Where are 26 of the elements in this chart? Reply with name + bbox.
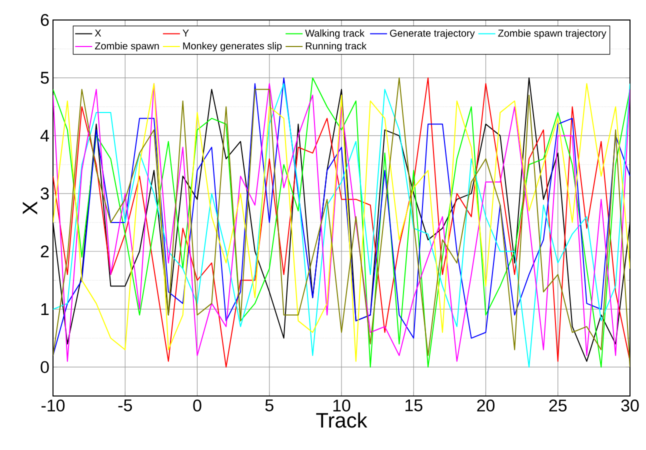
legend-label: Y	[182, 30, 189, 36]
y-tick-label: 1	[41, 303, 49, 316]
x-tick-label: 15	[406, 400, 422, 412]
x-tick-label: 30	[621, 400, 639, 412]
x-tick-label: 10	[333, 400, 350, 412]
legend-label: Generate trajectory	[390, 29, 475, 39]
legend-label: Monkey generates slip	[183, 42, 282, 52]
y-tick-label: 5	[40, 72, 49, 84]
x-tick-label: 0	[193, 400, 202, 412]
y-tick-label: 6	[40, 14, 49, 26]
x-axis-title: Track	[316, 412, 368, 428]
y-tick-label: 4	[40, 130, 49, 142]
y-tick-label: 2	[40, 245, 49, 258]
legend-label: Zombie spawn trajectory	[498, 29, 606, 39]
y-tick-label: 3	[40, 188, 49, 200]
x-tick-label: -5	[118, 400, 132, 412]
legend-label: Running track	[306, 42, 367, 52]
y-axis-title: X	[22, 201, 38, 215]
x-tick-label: 25	[549, 400, 567, 412]
y-tick-label: 0	[40, 361, 49, 374]
x-tick-label: -10	[42, 400, 65, 412]
legend-label: X	[94, 30, 102, 36]
legend-label: Walking track	[305, 29, 365, 39]
x-tick-label: 20	[477, 400, 495, 412]
x-tick-label: 5	[265, 400, 274, 412]
legend-label: Zombie spawn	[94, 42, 159, 52]
